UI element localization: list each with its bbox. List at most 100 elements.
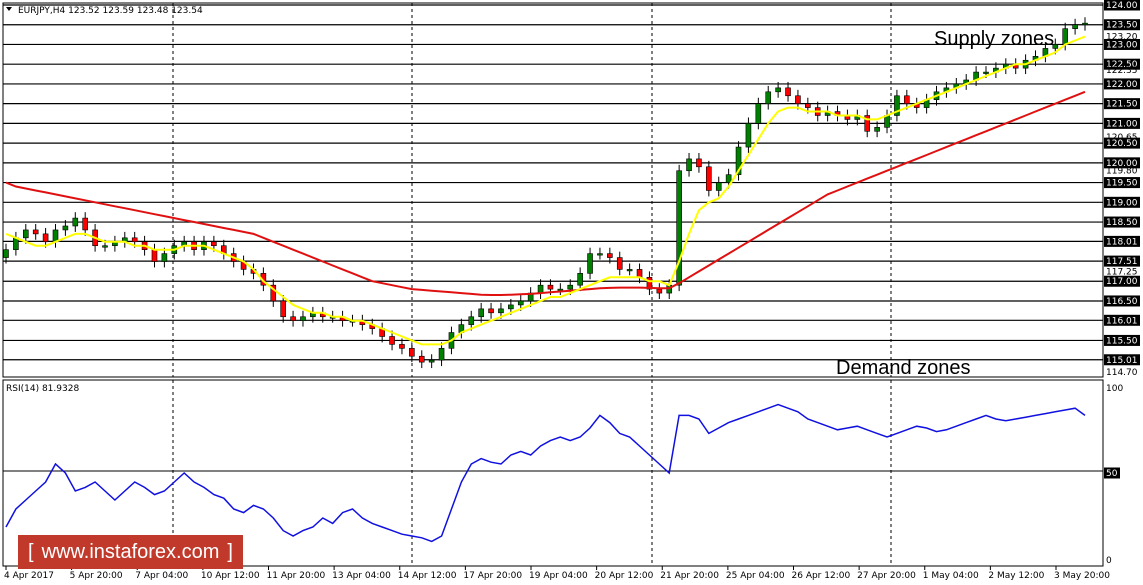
candle-body xyxy=(468,316,475,325)
price-tick-label: 121.50 xyxy=(1106,100,1138,110)
price-label-box xyxy=(1104,137,1140,149)
time-tick-label: 3 May 20:00 xyxy=(1054,571,1110,581)
candle-body xyxy=(1072,24,1078,29)
price-label-box xyxy=(1104,216,1140,228)
price-tick-label: 122.50 xyxy=(1106,60,1138,70)
supply-zones-label: Supply zones xyxy=(934,28,1054,50)
price-tick-label: 117.25 xyxy=(1106,267,1138,277)
price-label-box xyxy=(1104,19,1140,31)
price-label-box xyxy=(1104,78,1140,90)
time-tick-label: 20 Apr 12:00 xyxy=(595,571,654,581)
dropdown-triangle-icon[interactable] xyxy=(6,7,12,11)
candle-body xyxy=(161,253,168,262)
candle-body xyxy=(1052,44,1059,49)
candle-body xyxy=(399,344,405,349)
price-tick-label: 119.50 xyxy=(1106,179,1138,189)
price-label-box xyxy=(1104,354,1140,366)
logo-bracket-right: ] xyxy=(227,540,233,563)
candle-body xyxy=(805,103,811,108)
candle-body xyxy=(13,237,19,250)
price-tick-label: 119.00 xyxy=(1106,198,1138,208)
time-axis-ticks: 4 Apr 2017 5 Apr 20:00 7 Apr 04:00 10 Apr 1… xyxy=(4,566,1110,581)
candle-body xyxy=(656,288,663,294)
time-tick-label: 10 Apr 12:00 xyxy=(201,571,260,581)
price-tick-label: 124.00 xyxy=(1106,1,1138,11)
time-tick-label: 21 Apr 20:00 xyxy=(660,571,719,581)
candle-body xyxy=(547,284,554,290)
price-tick-label: 120.00 xyxy=(1106,159,1138,169)
candle-body xyxy=(696,158,702,168)
price-label-box xyxy=(1104,38,1140,50)
price-tick-label: 123.50 xyxy=(1106,21,1138,31)
candle-body xyxy=(42,233,49,243)
time-tick-label: 17 Apr 20:00 xyxy=(463,571,522,581)
candle-body xyxy=(735,146,742,175)
candle-body xyxy=(607,253,613,258)
candle-body xyxy=(1062,28,1069,45)
candle-body xyxy=(290,316,296,321)
candle-body xyxy=(280,300,286,318)
price-label-box xyxy=(1104,117,1140,129)
rsi-axis-ticks: 100 50 0 xyxy=(1104,384,1123,566)
time-tick-label: 14 Apr 12:00 xyxy=(398,571,457,581)
price-label-box xyxy=(1104,177,1140,189)
time-tick-label: 19 Apr 04:00 xyxy=(529,571,588,581)
time-tick-label: 25 Apr 04:00 xyxy=(726,571,785,581)
price-tick-label: 122.00 xyxy=(1106,80,1138,90)
price-tick-label: 121.00 xyxy=(1106,119,1138,129)
price-tick-label: 123.00 xyxy=(1106,40,1138,50)
candle-body xyxy=(270,284,277,302)
demand-zones-label: Demand zones xyxy=(836,357,971,379)
candle-body xyxy=(211,241,217,247)
price-label-box xyxy=(1104,235,1140,247)
candle-body xyxy=(72,217,79,227)
price-panel xyxy=(2,2,1104,378)
candle-body xyxy=(646,276,653,290)
time-tick-label: 27 Apr 20:00 xyxy=(857,571,916,581)
candle-body xyxy=(508,304,514,310)
fast-moving-average xyxy=(5,35,1086,346)
price-tick-label: 115.01 xyxy=(1106,356,1138,366)
price-tick-label: 119.80 xyxy=(1106,167,1138,177)
candle-body xyxy=(983,71,989,74)
candle-body xyxy=(904,95,910,104)
candle-body xyxy=(795,95,801,104)
candle-body xyxy=(1082,22,1088,26)
level-lines xyxy=(3,4,1103,361)
price-tick-label: 114.70 xyxy=(1106,368,1138,378)
candle-body xyxy=(686,158,692,172)
candle-body xyxy=(864,115,871,132)
candle-body xyxy=(151,249,158,262)
time-tick-label: 13 Apr 04:00 xyxy=(332,571,391,581)
time-tick-label: 11 Apr 20:00 xyxy=(267,571,326,581)
candle-body xyxy=(3,249,9,258)
candle-body xyxy=(498,308,504,314)
candle-body xyxy=(725,174,732,183)
price-tick-label: 117.51 xyxy=(1106,257,1138,267)
candle-body xyxy=(636,269,643,278)
price-tick-label: 117.00 xyxy=(1106,277,1138,287)
symbol-label: EURJPY,H4 123.52 123.59 123.48 123.54 xyxy=(18,6,203,16)
candle-body xyxy=(478,308,484,318)
price-label-box xyxy=(1104,98,1140,110)
candle-body xyxy=(616,257,623,270)
time-tick-label: 26 Apr 12:00 xyxy=(792,571,851,581)
rsi-line xyxy=(5,403,1086,543)
price-label-box xyxy=(1104,255,1140,267)
candle-body xyxy=(706,166,712,191)
vertical-grid xyxy=(172,3,892,377)
rsi-tick-label: 100 xyxy=(1106,384,1123,394)
candle-body xyxy=(438,348,445,361)
rsi-label-box xyxy=(1104,467,1120,479)
candle-body xyxy=(428,359,435,363)
candle-body xyxy=(577,273,583,286)
price-label-box xyxy=(1104,196,1140,208)
time-tick-label: 7 Apr 04:00 xyxy=(135,571,188,581)
price-tick-label: 118.50 xyxy=(1106,218,1138,228)
candle-body xyxy=(755,103,762,124)
candle-body xyxy=(517,300,524,306)
candle-body xyxy=(82,217,88,231)
candle-body xyxy=(765,91,772,104)
rsi-tick-label: 0 xyxy=(1106,556,1112,566)
